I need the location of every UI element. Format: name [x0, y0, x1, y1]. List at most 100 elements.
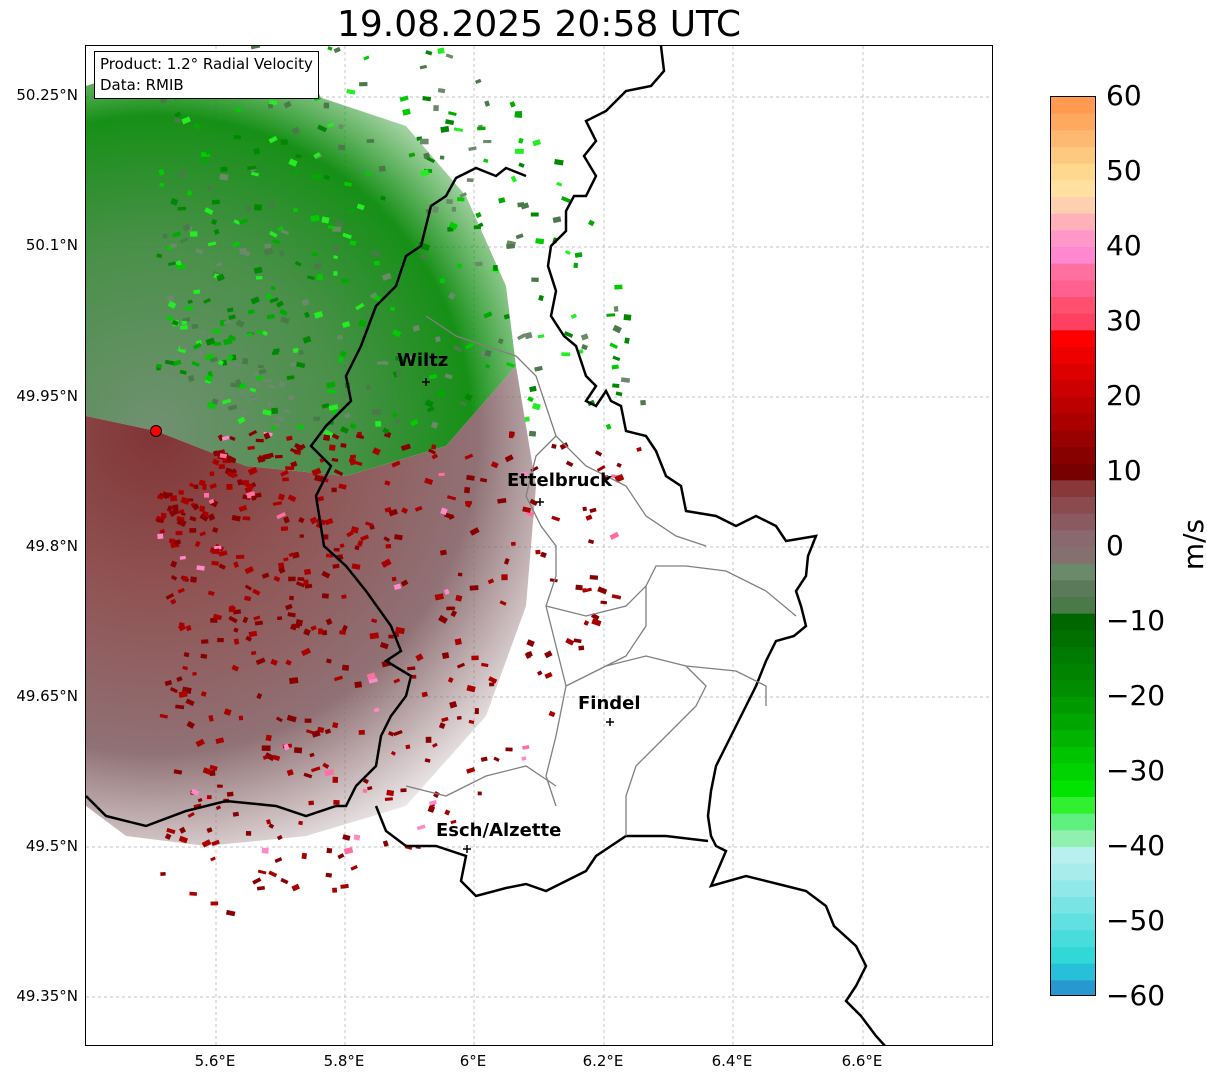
radar-speckles: [155, 46, 646, 917]
radar-map-svg: [86, 46, 992, 1045]
city-label-wiltz: Wiltz: [397, 350, 449, 371]
colorbar-segment: [1051, 913, 1095, 931]
product-info-box: Product: 1.2° Radial Velocity Data: RMIB: [94, 51, 319, 99]
colorbar-segment: [1051, 613, 1095, 631]
colorbar-segment: [1051, 980, 1095, 995]
lat-label: 49.95°N: [16, 387, 78, 405]
lat-label: 49.5°N: [25, 837, 78, 855]
colorbar-unit-label: m/s: [1177, 518, 1207, 571]
colorbar-segment: [1051, 830, 1095, 848]
colorbar-segment: [1051, 747, 1095, 765]
city-label-findel: Findel: [578, 693, 641, 714]
colorbar-tick-label: 60: [1106, 79, 1142, 112]
country-border: [546, 46, 886, 1045]
colorbar-segment: [1051, 897, 1095, 915]
colorbar-segment: [1051, 847, 1095, 865]
colorbar-tick-label: 40: [1106, 229, 1142, 262]
colorbar-segment: [1051, 580, 1095, 598]
city-label-ettelbruck: Ettelbruck: [507, 470, 613, 491]
colorbar-segment: [1051, 863, 1095, 881]
product-label: Product: 1.2° Radial Velocity: [100, 55, 313, 73]
colorbar-segment: [1051, 97, 1095, 115]
colorbar-segment: [1051, 697, 1095, 715]
colorbar-tick-label: 10: [1106, 454, 1142, 487]
colorbar-segment: [1051, 880, 1095, 898]
lon-label: 6.6°E: [841, 1052, 883, 1070]
colorbar-segment: [1051, 297, 1095, 315]
source-label: Data: RMIB: [100, 76, 184, 94]
lat-label: 49.65°N: [16, 687, 78, 705]
colorbar-segment: [1051, 947, 1095, 965]
colorbar-tick-label: −10: [1106, 604, 1166, 637]
colorbar-tick-label: 50: [1106, 154, 1142, 187]
colorbar-segment: [1051, 447, 1095, 465]
colorbar-tick-label: −50: [1106, 904, 1166, 937]
colorbar-segment: [1051, 430, 1095, 448]
colorbar-segment: [1051, 797, 1095, 815]
colorbar-segment: [1051, 780, 1095, 798]
colorbar-segment: [1051, 347, 1095, 365]
lat-label: 50.25°N: [16, 86, 78, 104]
colorbar-segment: [1051, 147, 1095, 165]
colorbar-tick-label: 0: [1106, 529, 1124, 562]
colorbar-segment: [1051, 163, 1095, 181]
colorbar-tick-label: −20: [1106, 679, 1166, 712]
colorbar-segment: [1051, 763, 1095, 781]
lat-label: 49.35°N: [16, 987, 78, 1005]
colorbar-segment: [1051, 547, 1095, 565]
velocity-field-north: [86, 66, 516, 476]
colorbar-tick-label: 20: [1106, 379, 1142, 412]
map-area: [85, 45, 993, 1046]
colorbar-segment: [1051, 813, 1095, 831]
colorbar-segment: [1051, 597, 1095, 615]
colorbar-segment: [1051, 313, 1095, 331]
colorbar-segment: [1051, 530, 1095, 548]
colorbar-segment: [1051, 497, 1095, 515]
colorbar-segment: [1051, 330, 1095, 348]
colorbar-segment: [1051, 230, 1095, 248]
lat-label: 49.8°N: [25, 537, 78, 555]
lat-label: 50.1°N: [25, 236, 78, 254]
colorbar-segment: [1051, 413, 1095, 431]
colorbar-segment: [1051, 480, 1095, 498]
lon-label: 5.6°E: [194, 1052, 236, 1070]
colorbar-tick-label: −40: [1106, 829, 1166, 862]
colorbar-tick-label: −60: [1106, 979, 1166, 1012]
colorbar-segment: [1051, 680, 1095, 698]
colorbar-segment: [1051, 247, 1095, 265]
colorbar-segment: [1051, 663, 1095, 681]
country-border-south: [374, 805, 709, 898]
colorbar-segment: [1051, 963, 1095, 981]
colorbar-segment: [1051, 463, 1095, 481]
lon-label: 5.8°E: [323, 1052, 365, 1070]
colorbar-segment: [1051, 930, 1095, 948]
colorbar-segment: [1051, 397, 1095, 415]
map-title: 19.08.2025 20:58 UTC: [336, 4, 742, 45]
colorbar-segment: [1051, 263, 1095, 281]
colorbar-segment: [1051, 180, 1095, 198]
colorbar-segment: [1051, 363, 1095, 381]
lon-label: 6°E: [459, 1052, 487, 1070]
colorbar-svg: [1051, 97, 1095, 995]
colorbar-segment: [1051, 130, 1095, 148]
colorbar-segment: [1051, 197, 1095, 215]
colorbar-segment: [1051, 647, 1095, 665]
colorbar: [1050, 96, 1096, 996]
colorbar-segment: [1051, 380, 1095, 398]
colorbar-tick-label: −30: [1106, 754, 1166, 787]
colorbar-tick-label: 30: [1106, 304, 1142, 337]
colorbar-segment: [1051, 280, 1095, 298]
colorbar-segment: [1051, 730, 1095, 748]
colorbar-segment: [1051, 713, 1095, 731]
colorbar-segment: [1051, 630, 1095, 648]
colorbar-segment: [1051, 213, 1095, 231]
colorbar-segment: [1051, 563, 1095, 581]
velocity-field-south: [86, 366, 536, 846]
city-markers: [422, 378, 614, 853]
country-border-west: [86, 166, 527, 828]
lon-label: 6.4°E: [711, 1052, 753, 1070]
colorbar-segment: [1051, 513, 1095, 531]
city-label-esch-alzette: Esch/Alzette: [436, 820, 562, 841]
radar-site-marker: [150, 425, 162, 437]
lon-label: 6.2°E: [582, 1052, 624, 1070]
